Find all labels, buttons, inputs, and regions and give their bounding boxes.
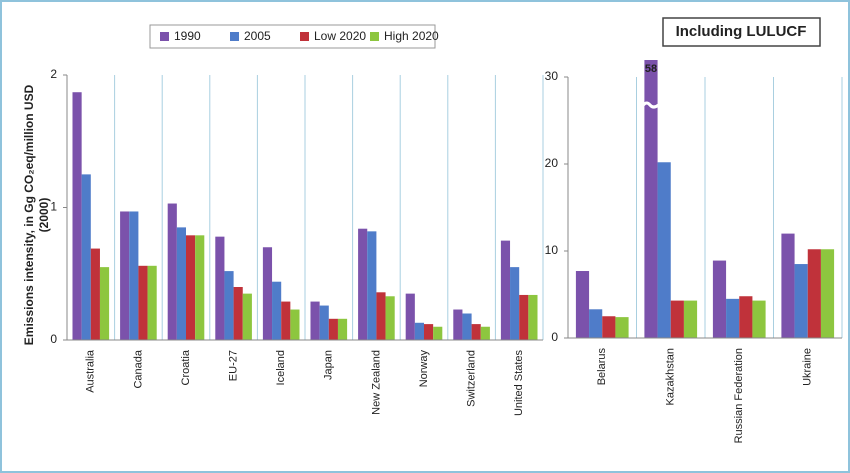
x-tick-label: Kazakhstan bbox=[665, 348, 677, 405]
bar bbox=[820, 249, 835, 338]
bar bbox=[281, 301, 291, 340]
bar bbox=[433, 326, 443, 340]
x-tick-label: Russian Federation bbox=[733, 348, 745, 443]
y-tick-label: 0 bbox=[551, 330, 558, 344]
bar bbox=[328, 318, 338, 340]
bar bbox=[500, 240, 511, 340]
legend-swatch bbox=[160, 32, 169, 41]
y-tick-label: 10 bbox=[545, 243, 559, 257]
bar bbox=[807, 249, 821, 338]
bar bbox=[739, 296, 753, 338]
legend-swatch bbox=[370, 32, 379, 41]
bar bbox=[233, 287, 243, 340]
bar bbox=[589, 309, 603, 338]
bar bbox=[670, 300, 684, 338]
bar bbox=[90, 248, 100, 340]
x-tick-label: Ukraine bbox=[802, 348, 814, 386]
bars bbox=[575, 60, 835, 338]
bar bbox=[510, 267, 520, 340]
bar bbox=[385, 296, 395, 340]
bar bbox=[575, 271, 590, 338]
bar bbox=[405, 293, 415, 340]
bar bbox=[310, 301, 320, 340]
legend-label: 2005 bbox=[244, 29, 271, 43]
bar bbox=[752, 300, 766, 338]
bar bbox=[290, 309, 300, 340]
legend-label: High 2020 bbox=[384, 29, 439, 43]
bar bbox=[81, 174, 91, 340]
bar bbox=[262, 247, 273, 340]
bar bbox=[528, 294, 538, 340]
title-box bbox=[662, 17, 821, 47]
legend-label: Low 2020 bbox=[314, 29, 366, 43]
bar bbox=[414, 322, 424, 340]
bars bbox=[72, 92, 538, 340]
bar bbox=[224, 271, 234, 340]
bar bbox=[453, 309, 463, 340]
bar bbox=[129, 211, 139, 340]
x-tick-label: Australia bbox=[85, 349, 97, 393]
bar bbox=[657, 162, 671, 338]
bar bbox=[186, 235, 196, 340]
y-tick-label: 20 bbox=[545, 156, 559, 170]
bar bbox=[242, 293, 252, 340]
bar bbox=[138, 265, 148, 340]
bar bbox=[337, 318, 348, 340]
bar bbox=[471, 324, 481, 340]
bar bbox=[712, 260, 727, 338]
legend-swatch bbox=[300, 32, 309, 41]
bar bbox=[683, 300, 698, 338]
chart-title: Including LULUCF bbox=[676, 23, 807, 40]
legend-label: 1990 bbox=[174, 29, 201, 43]
bar bbox=[319, 305, 329, 340]
y-axis-label: Emissions intensity, in Gg CO₂eq/million… bbox=[22, 84, 36, 345]
legend-box bbox=[149, 24, 436, 49]
bar bbox=[367, 231, 377, 340]
bar bbox=[602, 316, 616, 338]
x-tick-label: Belarus bbox=[596, 348, 608, 386]
x-tick-label: Japan bbox=[323, 350, 335, 380]
x-tick-label: Croatia bbox=[180, 349, 192, 385]
bar bbox=[99, 267, 110, 340]
x-tick-label: Iceland bbox=[275, 350, 287, 385]
bar bbox=[358, 228, 368, 340]
bar bbox=[462, 313, 472, 340]
y-tick-label: 1 bbox=[50, 200, 57, 214]
bar bbox=[376, 292, 386, 340]
legend-swatch bbox=[230, 32, 239, 41]
bar bbox=[167, 203, 177, 340]
bar bbox=[615, 317, 629, 338]
bar bbox=[781, 233, 795, 338]
bar bbox=[726, 298, 740, 338]
x-tick-label: Switzerland bbox=[466, 350, 478, 407]
bar bbox=[72, 92, 82, 340]
bar bbox=[480, 326, 490, 340]
x-tick-label: Norway bbox=[418, 350, 430, 388]
bar bbox=[424, 324, 434, 340]
bar bbox=[195, 235, 205, 340]
y-axis-label: (2000) bbox=[37, 198, 51, 233]
bar bbox=[794, 264, 808, 338]
axis-break bbox=[642, 101, 660, 109]
bar bbox=[147, 265, 157, 340]
data-label: 58 bbox=[645, 63, 657, 75]
x-tick-label: United States bbox=[513, 350, 525, 417]
x-tick-label: EU-27 bbox=[228, 350, 240, 381]
bar bbox=[120, 211, 130, 340]
y-tick-label: 2 bbox=[50, 67, 57, 81]
bar bbox=[176, 227, 186, 340]
y-tick-label: 30 bbox=[545, 69, 559, 83]
bar bbox=[519, 294, 529, 340]
bar bbox=[272, 281, 282, 340]
x-tick-label: Canada bbox=[132, 349, 144, 388]
y-tick-label: 0 bbox=[50, 332, 57, 346]
bar bbox=[644, 60, 658, 338]
x-tick-label: New Zealand bbox=[370, 350, 382, 415]
bar bbox=[215, 236, 225, 340]
